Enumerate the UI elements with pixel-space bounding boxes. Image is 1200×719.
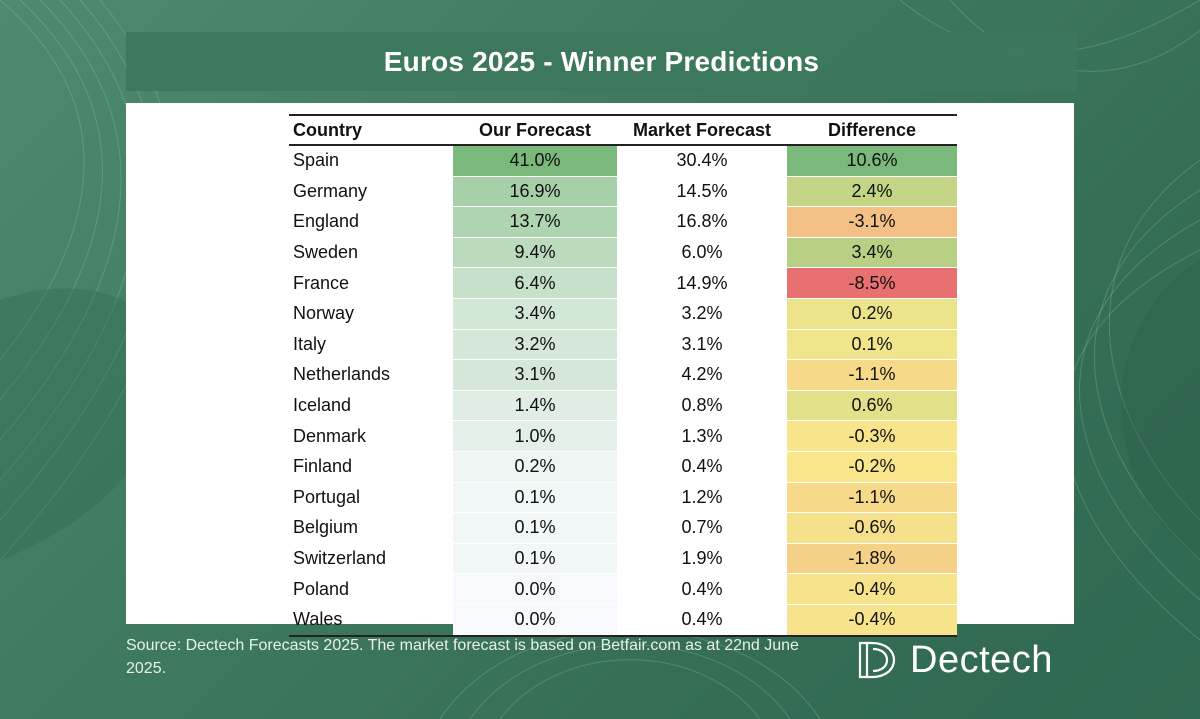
market-forecast-cell: 4.2% <box>617 359 787 391</box>
market-forecast-cell: 30.4% <box>617 145 787 177</box>
table-row: Finland 0.2% 0.4% -0.2% <box>289 451 957 483</box>
our-forecast-cell: 3.2% <box>453 329 617 361</box>
difference-cell: -0.6% <box>787 512 957 544</box>
country-cell: Sweden <box>289 237 453 269</box>
table-row: England 13.7% 16.8% -3.1% <box>289 206 957 238</box>
table-row: Germany 16.9% 14.5% 2.4% <box>289 176 957 208</box>
our-forecast-cell: 0.0% <box>453 573 617 605</box>
country-cell: Italy <box>289 329 453 361</box>
header-our-forecast: Our Forecast <box>453 114 617 146</box>
country-cell: France <box>289 267 453 299</box>
table-row: Spain 41.0% 30.4% 10.6% <box>289 145 957 177</box>
our-forecast-cell: 16.9% <box>453 176 617 208</box>
country-cell: Belgium <box>289 512 453 544</box>
our-forecast-cell: 6.4% <box>453 267 617 299</box>
our-forecast-cell: 13.7% <box>453 206 617 238</box>
difference-cell: -3.1% <box>787 206 957 238</box>
difference-cell: -0.2% <box>787 451 957 483</box>
table-header-row: Country Our Forecast Market Forecast Dif… <box>289 114 957 146</box>
our-forecast-cell: 0.2% <box>453 451 617 483</box>
difference-cell: 10.6% <box>787 145 957 177</box>
market-forecast-cell: 0.4% <box>617 573 787 605</box>
country-cell: Switzerland <box>289 543 453 575</box>
difference-cell: -1.1% <box>787 359 957 391</box>
difference-cell: -1.8% <box>787 543 957 575</box>
market-forecast-cell: 1.2% <box>617 482 787 514</box>
our-forecast-cell: 1.0% <box>453 420 617 452</box>
market-forecast-cell: 16.8% <box>617 206 787 238</box>
market-forecast-cell: 14.9% <box>617 267 787 299</box>
table-row: Norway 3.4% 3.2% 0.2% <box>289 298 957 330</box>
market-forecast-cell: 6.0% <box>617 237 787 269</box>
country-cell: Germany <box>289 176 453 208</box>
table-row: Denmark 1.0% 1.3% -0.3% <box>289 420 957 452</box>
difference-cell: 3.4% <box>787 237 957 269</box>
market-forecast-cell: 0.7% <box>617 512 787 544</box>
table-row: Italy 3.2% 3.1% 0.1% <box>289 329 957 361</box>
country-cell: Denmark <box>289 420 453 452</box>
table-row: Portugal 0.1% 1.2% -1.1% <box>289 482 957 514</box>
our-forecast-cell: 0.1% <box>453 482 617 514</box>
table-panel: Country Our Forecast Market Forecast Dif… <box>126 103 1074 637</box>
table-row: Belgium 0.1% 0.7% -0.6% <box>289 512 957 544</box>
country-cell: Poland <box>289 573 453 605</box>
country-cell: Norway <box>289 298 453 330</box>
table-body: Spain 41.0% 30.4% 10.6% Germany 16.9% 14.5% 2.4… <box>289 145 957 637</box>
country-cell: England <box>289 206 453 238</box>
header-difference: Difference <box>787 114 957 146</box>
market-forecast-cell: 14.5% <box>617 176 787 208</box>
market-forecast-cell: 3.1% <box>617 329 787 361</box>
difference-cell: 2.4% <box>787 176 957 208</box>
difference-cell: -1.1% <box>787 482 957 514</box>
header-country: Country <box>289 114 453 146</box>
table-row: Wales 0.0% 0.4% -0.4% <box>289 604 957 637</box>
logo-text: Dectech <box>910 638 1053 681</box>
country-cell: Wales <box>289 604 453 637</box>
country-cell: Finland <box>289 451 453 483</box>
page-title: Euros 2025 - Winner Predictions <box>383 45 820 77</box>
market-forecast-cell: 1.9% <box>617 543 787 575</box>
difference-cell: -0.4% <box>787 573 957 605</box>
difference-cell: 0.1% <box>787 329 957 361</box>
difference-cell: -8.5% <box>787 267 957 299</box>
difference-cell: 0.6% <box>787 390 957 422</box>
header-market-forecast: Market Forecast <box>617 114 787 146</box>
title-band: Euros 2025 - Winner Predictions <box>126 32 1077 91</box>
country-cell: Netherlands <box>289 359 453 391</box>
source-note: Source: Dectech Forecasts 2025. The mark… <box>126 637 799 677</box>
our-forecast-cell: 3.4% <box>453 298 617 330</box>
table-row: France 6.4% 14.9% -8.5% <box>289 267 957 299</box>
our-forecast-cell: 0.1% <box>453 512 617 544</box>
table-row: Switzerland 0.1% 1.9% -1.8% <box>289 543 957 575</box>
our-forecast-cell: 0.1% <box>453 543 617 575</box>
table-row: Sweden 9.4% 6.0% 3.4% <box>289 237 957 269</box>
our-forecast-cell: 9.4% <box>453 237 617 269</box>
our-forecast-cell: 41.0% <box>453 145 617 177</box>
country-cell: Iceland <box>289 390 453 422</box>
difference-cell: -0.3% <box>787 420 957 452</box>
country-cell: Portugal <box>289 482 453 514</box>
country-cell: Spain <box>289 145 453 177</box>
table-row: Iceland 1.4% 0.8% 0.6% <box>289 390 957 422</box>
forecast-table: Country Our Forecast Market Forecast Dif… <box>289 114 957 637</box>
market-forecast-cell: 0.8% <box>617 390 787 422</box>
our-forecast-cell: 3.1% <box>453 359 617 391</box>
market-forecast-cell: 0.4% <box>617 451 787 483</box>
market-forecast-cell: 0.4% <box>617 604 787 637</box>
table-row: Netherlands 3.1% 4.2% -1.1% <box>289 359 957 391</box>
dectech-logo-icon <box>858 641 896 679</box>
our-forecast-cell: 1.4% <box>453 390 617 422</box>
difference-cell: -0.4% <box>787 604 957 637</box>
our-forecast-cell: 0.0% <box>453 604 617 637</box>
market-forecast-cell: 3.2% <box>617 298 787 330</box>
market-forecast-cell: 1.3% <box>617 420 787 452</box>
table-row: Poland 0.0% 0.4% -0.4% <box>289 573 957 605</box>
difference-cell: 0.2% <box>787 298 957 330</box>
dectech-logo: Dectech <box>858 638 1053 681</box>
